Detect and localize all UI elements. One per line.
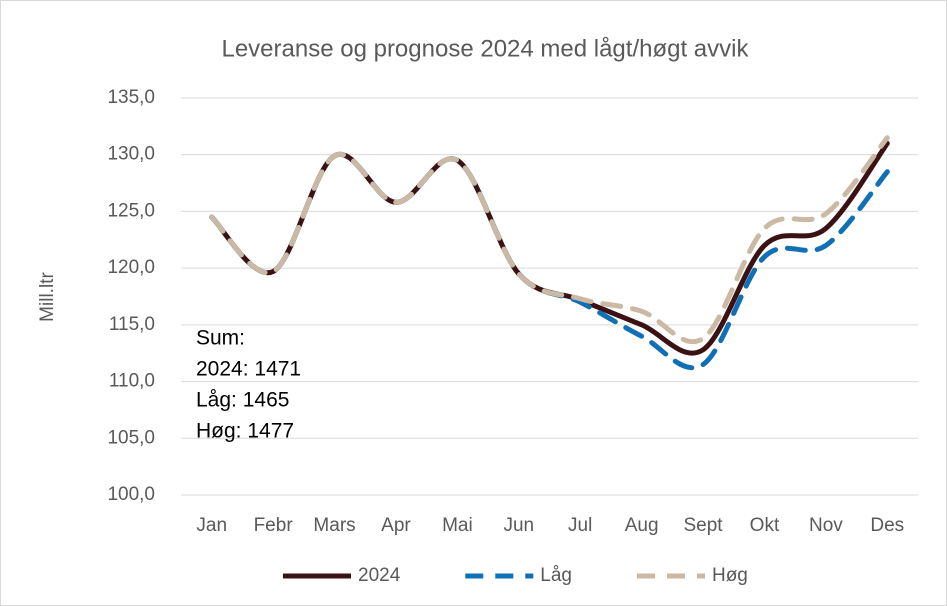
y-tick-label: 100,0 <box>107 484 155 505</box>
y-tick-label: 120,0 <box>107 257 155 278</box>
x-tick-label: Aug <box>625 515 659 536</box>
chart-title: Leveranse og prognose 2024 med lågt/høgt… <box>221 35 749 62</box>
y-tick-label: 130,0 <box>107 144 155 165</box>
annotation: Høg: 1477 <box>196 420 294 443</box>
y-tick-label: 135,0 <box>107 87 155 108</box>
y-axis-label: Mill.ltr <box>37 272 58 322</box>
x-tick-label: Sept <box>683 515 723 536</box>
x-tick-label: Okt <box>750 515 780 536</box>
x-tick-label: Jul <box>568 515 592 536</box>
x-tick-label: Apr <box>381 515 411 536</box>
legend-label: Høg <box>712 565 748 586</box>
annotation: 2024: 1471 <box>196 358 301 381</box>
y-tick-label: 125,0 <box>107 200 155 221</box>
annotation: Låg: 1465 <box>196 389 289 412</box>
legend-label: 2024 <box>358 565 401 586</box>
x-tick-label: Jan <box>196 515 227 536</box>
x-tick-label: Mars <box>313 515 355 536</box>
x-tick-label: Jun <box>503 515 534 536</box>
x-tick-label: Des <box>870 515 904 536</box>
y-tick-label: 105,0 <box>107 427 155 448</box>
annotation: Sum: <box>196 327 245 350</box>
y-tick-label: 115,0 <box>109 314 155 335</box>
line-series <box>209 135 890 345</box>
legend-label: Låg <box>540 565 572 586</box>
y-tick-label: 110,0 <box>109 371 155 392</box>
x-tick-label: Febr <box>254 515 294 536</box>
x-tick-label: Nov <box>809 515 843 536</box>
x-tick-label: Mai <box>442 515 473 536</box>
